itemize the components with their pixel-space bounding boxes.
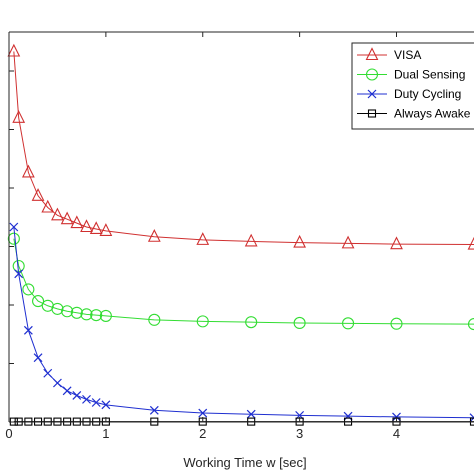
- data-point: [343, 411, 353, 421]
- data-point: [23, 325, 33, 335]
- data-point: [390, 236, 403, 250]
- data-point-stroke: [101, 400, 111, 410]
- legend-entry: Always Awake: [357, 107, 471, 121]
- data-point: [14, 269, 24, 279]
- data-point: [7, 43, 21, 57]
- series-line: [13, 226, 474, 419]
- data-point: [31, 188, 45, 201]
- data-point: [32, 295, 45, 308]
- legend-entry: Dual Sensing: [357, 68, 465, 82]
- x-tick-label: 1: [102, 426, 109, 441]
- data-point: [245, 316, 258, 329]
- data-point: [293, 234, 307, 248]
- legend: VISA Dual Sensing Duty Cycling Always Awake: [351, 42, 474, 130]
- data-point: [149, 405, 159, 415]
- data-point-stroke: [43, 368, 53, 378]
- data-point: [196, 232, 210, 245]
- data-point: [99, 309, 112, 322]
- data-point: [12, 110, 26, 123]
- data-point: [365, 47, 379, 61]
- data-point: [198, 408, 208, 418]
- x-tick-label: 0: [5, 426, 12, 441]
- data-point: [43, 368, 53, 378]
- data-point: [82, 394, 91, 404]
- data-point: [7, 232, 20, 245]
- x-tick-label: 3: [296, 426, 303, 441]
- data-point: [244, 233, 258, 247]
- data-point: [293, 316, 306, 329]
- data-point: [70, 306, 83, 319]
- data-point: [80, 308, 93, 321]
- plot-area: [7, 43, 474, 426]
- data-point: [469, 413, 474, 423]
- data-point: [21, 164, 35, 178]
- legend-label: Dual Sensing: [394, 68, 465, 82]
- data-point: [367, 109, 377, 118]
- data-point: [60, 211, 74, 225]
- data-point: [147, 229, 161, 242]
- data-point-stroke: [33, 353, 43, 363]
- data-point: [392, 412, 401, 422]
- legend-label: VISA: [394, 48, 421, 62]
- x-tick-label: 2: [199, 426, 206, 441]
- data-point: [99, 223, 113, 236]
- data-point-stroke: [149, 405, 159, 415]
- data-point: [62, 386, 72, 396]
- data-point: [341, 235, 355, 249]
- data-point: [467, 236, 474, 250]
- data-point: [196, 315, 209, 328]
- legend-label: Duty Cycling: [394, 87, 461, 101]
- data-point: [342, 317, 355, 330]
- data-point-stroke: [469, 413, 474, 419]
- data-point: [467, 318, 474, 331]
- data-point-stroke: [246, 409, 256, 419]
- data-point: [367, 89, 377, 99]
- legend-entry: Duty Cycling: [357, 87, 461, 101]
- data-point: [61, 305, 74, 318]
- data-point: [53, 378, 62, 388]
- data-point: [51, 207, 64, 221]
- data-point: [70, 215, 84, 229]
- data-point-stroke: [23, 325, 33, 335]
- data-point: [90, 309, 103, 322]
- data-point-stroke: [9, 222, 19, 232]
- data-point-stroke: [392, 412, 401, 422]
- data-point-stroke: [62, 386, 72, 396]
- legend-box: [351, 42, 474, 130]
- data-point-stroke: [343, 411, 353, 421]
- data-point: [41, 199, 55, 213]
- legend-label: Always Awake: [394, 107, 471, 121]
- data-point-stroke: [82, 394, 91, 404]
- series-visa: [7, 43, 474, 250]
- data-point: [9, 222, 19, 232]
- data-point-stroke: [72, 391, 82, 400]
- data-point-stroke: [14, 269, 24, 279]
- data-point: [91, 398, 101, 407]
- data-point: [246, 409, 256, 419]
- data-point: [365, 68, 379, 81]
- data-point: [33, 353, 43, 363]
- series-line: [13, 238, 474, 325]
- data-point: [22, 283, 35, 296]
- data-point-stroke: [198, 408, 208, 418]
- series-dual-sensing: [7, 232, 474, 331]
- data-point: [51, 302, 64, 315]
- data-point-stroke: [367, 89, 377, 99]
- series-duty-cycling: [9, 222, 474, 423]
- axes: 0 1 2 3 4: [5, 31, 474, 441]
- data-point-stroke: [469, 416, 474, 423]
- data-point: [390, 317, 403, 330]
- data-point: [89, 221, 103, 234]
- x-axis-label: Working Time w [sec]: [183, 455, 306, 470]
- x-tick-label: 4: [393, 426, 400, 441]
- data-point: [72, 391, 82, 400]
- data-point-stroke: [53, 378, 62, 388]
- data-point: [148, 313, 161, 326]
- data-point: [101, 400, 111, 410]
- legend-entry: VISA: [357, 47, 421, 62]
- data-point-stroke: [91, 398, 101, 407]
- data-point: [80, 219, 93, 233]
